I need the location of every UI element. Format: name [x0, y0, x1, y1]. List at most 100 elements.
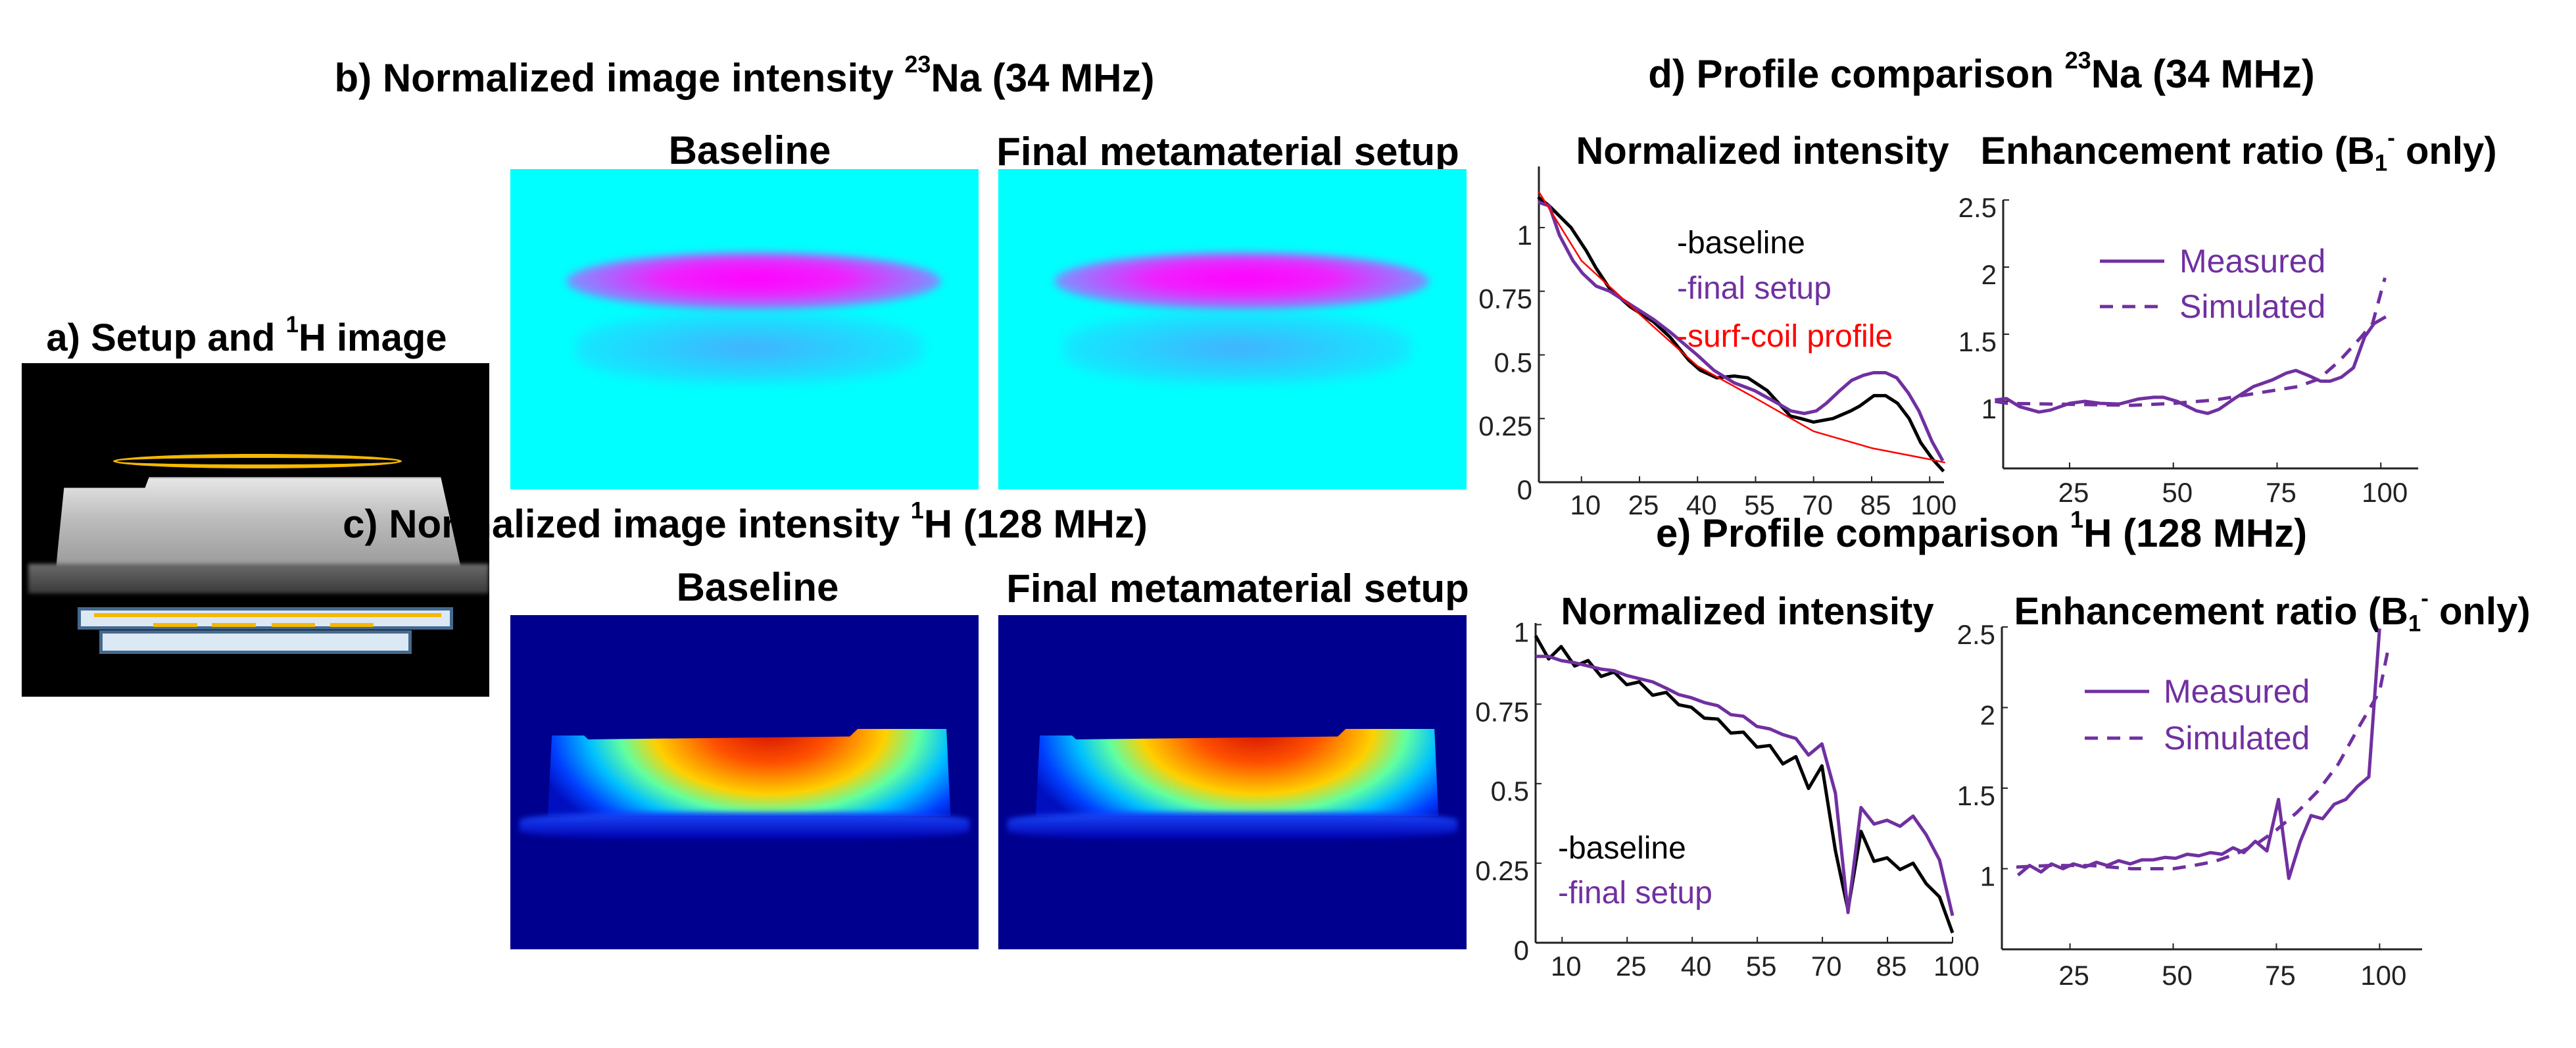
dielectric-slab — [99, 630, 412, 654]
panel-b-title: b) Normalized image intensity 23Na (34 M… — [334, 53, 1155, 101]
y-tick-label: 1 — [1981, 393, 1997, 424]
x-tick-label: 85 — [1860, 489, 1891, 520]
title-text: e) Profile comparison — [1655, 511, 2071, 555]
y-tick-label: 0.5 — [1494, 347, 1532, 378]
x-tick-label: 50 — [2162, 960, 2193, 991]
legend-label: -final setup — [1677, 271, 1832, 306]
x-tick-label: 100 — [1910, 489, 1956, 520]
legend-label: Simulated — [2164, 720, 2310, 757]
series-line-measured — [2016, 628, 2381, 880]
title-text: H (128 MHz) — [2083, 511, 2308, 555]
chart-e-ratio-title: Enhancement ratio (B1- only) — [2014, 586, 2531, 637]
x-tick-label: 40 — [1686, 489, 1717, 520]
conductor-segment — [153, 623, 197, 627]
hot-region — [1054, 252, 1430, 311]
title-sup: - — [2387, 125, 2395, 151]
conductor-segment — [330, 623, 374, 627]
x-tick-label: 85 — [1876, 951, 1907, 982]
low-region — [575, 313, 923, 384]
x-tick-label: 25 — [1616, 951, 1647, 982]
y-tick-label: 0.5 — [1491, 776, 1529, 807]
x-tick-label: 75 — [2266, 477, 2297, 508]
legend-label: Measured — [2179, 243, 2325, 280]
series-line-baseline — [1534, 635, 1955, 934]
title-sup: 1 — [2070, 506, 2084, 534]
x-tick-label: 10 — [1570, 489, 1601, 520]
x-tick-label: 100 — [2360, 960, 2406, 991]
title-sub: 1 — [2374, 150, 2388, 176]
surface-coil-ring — [113, 454, 402, 468]
y-tick-label: 2 — [1981, 259, 1997, 290]
y-tick-label: 1 — [1514, 616, 1529, 647]
x-tick-label: 25 — [2058, 960, 2089, 991]
h-baseline-image — [510, 615, 979, 949]
phantom-intensity — [547, 728, 951, 816]
series-line-measured — [1995, 315, 2387, 415]
title-sup: - — [2421, 586, 2429, 612]
x-tick-label: 25 — [1628, 489, 1659, 520]
phantom-shape — [56, 477, 461, 568]
series-line-surf-coil-profile — [1538, 191, 1946, 464]
panel-c-label-baseline: Baseline — [676, 565, 839, 609]
y-tick-label: 2.5 — [1958, 192, 1997, 223]
y-tick-label: 0.75 — [1475, 696, 1529, 727]
y-tick-label: 1.5 — [1958, 326, 1997, 357]
y-tick-label: 0 — [1517, 474, 1532, 505]
title-sup: 1 — [910, 497, 924, 524]
x-tick-label: 100 — [1933, 951, 1980, 982]
x-tick-label: 70 — [1811, 951, 1842, 982]
y-tick-label: 1 — [1517, 220, 1532, 251]
y-tick-label: 0.75 — [1478, 284, 1532, 314]
phantom-base — [520, 812, 969, 839]
series-line-final-setup — [1536, 655, 1955, 916]
chart-d-ratio-title: Enhancement ratio (B1- only) — [1980, 126, 2497, 176]
x-tick-label: 40 — [1681, 951, 1712, 982]
title-sup: 23 — [904, 51, 931, 78]
low-region — [1063, 313, 1411, 384]
h-final-image — [998, 615, 1467, 949]
conductor-segment — [212, 623, 256, 627]
x-tick-label: 75 — [2265, 960, 2296, 991]
x-tick-label: 25 — [2058, 477, 2089, 508]
legend-label: -final setup — [1558, 876, 1713, 911]
panel-a-title: a) Setup and 1H image — [46, 313, 447, 360]
panel-b-label-baseline: Baseline — [668, 128, 831, 172]
title-sup: 23 — [2064, 47, 2091, 74]
series-line-simulated — [2016, 645, 2391, 870]
panel-d-title: d) Profile comparison 23Na (34 MHz) — [1648, 49, 2315, 97]
title-text: only) — [2428, 590, 2531, 633]
title-text: H (128 MHz) — [923, 502, 1148, 546]
conductor-strip — [94, 613, 441, 617]
hot-region — [566, 252, 942, 311]
panel-c-label-final: Final metamaterial setup — [1006, 566, 1469, 611]
legend-label: -baseline — [1558, 831, 1686, 866]
legend-label: -surf-coil profile — [1677, 319, 1893, 354]
title-sub: 1 — [2408, 611, 2421, 637]
x-tick-label: 10 — [1551, 951, 1582, 982]
y-tick-label: 0.25 — [1478, 411, 1532, 441]
y-tick-label: 2.5 — [1957, 619, 1995, 650]
chart-d-intensity-title: Normalized intensity — [1576, 130, 1949, 172]
metamaterial-slab — [78, 607, 453, 630]
title-text: Na (34 MHz) — [931, 56, 1155, 100]
title-text: Enhancement ratio (B — [1980, 130, 2375, 172]
x-tick-label: 50 — [2162, 477, 2193, 508]
title-text: b) Normalized image intensity — [334, 56, 905, 100]
conductor-segment — [272, 623, 315, 627]
y-tick-label: 0 — [1514, 935, 1529, 966]
title-text: c) Normalized image intensity — [343, 502, 911, 546]
y-tick-label: 2 — [1980, 700, 1995, 731]
title-text: a) Setup and — [46, 316, 286, 359]
legend-label: Measured — [2164, 673, 2310, 710]
panel-b-label-final: Final metamaterial setup — [996, 130, 1459, 174]
x-tick-label: 70 — [1802, 489, 1833, 520]
title-sup: 1 — [285, 312, 299, 338]
legend-label: Simulated — [2179, 288, 2325, 325]
title-text: only) — [2394, 130, 2497, 172]
x-tick-label: 55 — [1744, 489, 1775, 520]
legend-label: -baseline — [1677, 226, 1805, 261]
phantom-intensity — [1035, 728, 1439, 816]
panel-c-title: c) Normalized image intensity 1H (128 MH… — [343, 499, 1148, 547]
na-baseline-image — [510, 169, 979, 489]
